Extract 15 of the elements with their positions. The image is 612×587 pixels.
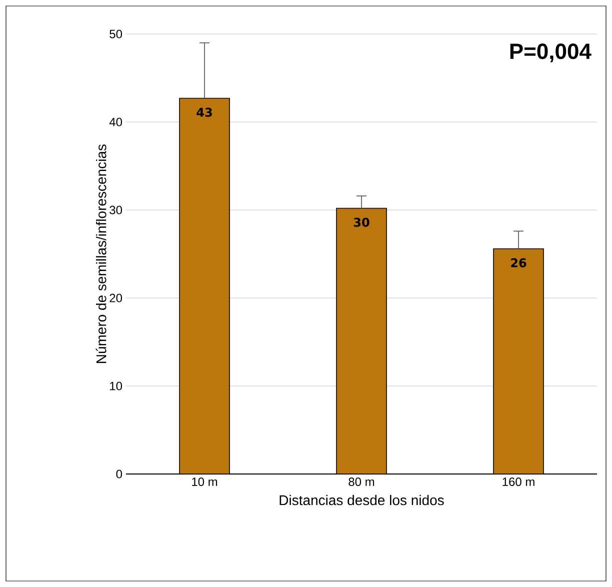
y-tick-label: 40: [109, 118, 122, 126]
y-tick-label: 0: [116, 470, 122, 478]
x-axis-title: Distancias desde los nidos: [280, 494, 444, 506]
data-label: 43: [196, 108, 212, 117]
data-label: 30: [354, 218, 370, 227]
y-tick-label: 20: [110, 294, 122, 302]
y-tick-label: 10: [110, 382, 122, 390]
x-tick-label: 160 m: [502, 478, 534, 486]
y-axis-title: Número de semillas/inflorescencias: [96, 144, 106, 363]
y-tick-label: 50: [110, 30, 122, 38]
data-label: 26: [511, 258, 526, 268]
annotation: P=0,004: [510, 44, 592, 62]
x-tick-label: 80 m: [348, 478, 374, 486]
y-tick-label: 30: [110, 206, 122, 214]
x-tick-label: 10 m: [192, 478, 218, 486]
